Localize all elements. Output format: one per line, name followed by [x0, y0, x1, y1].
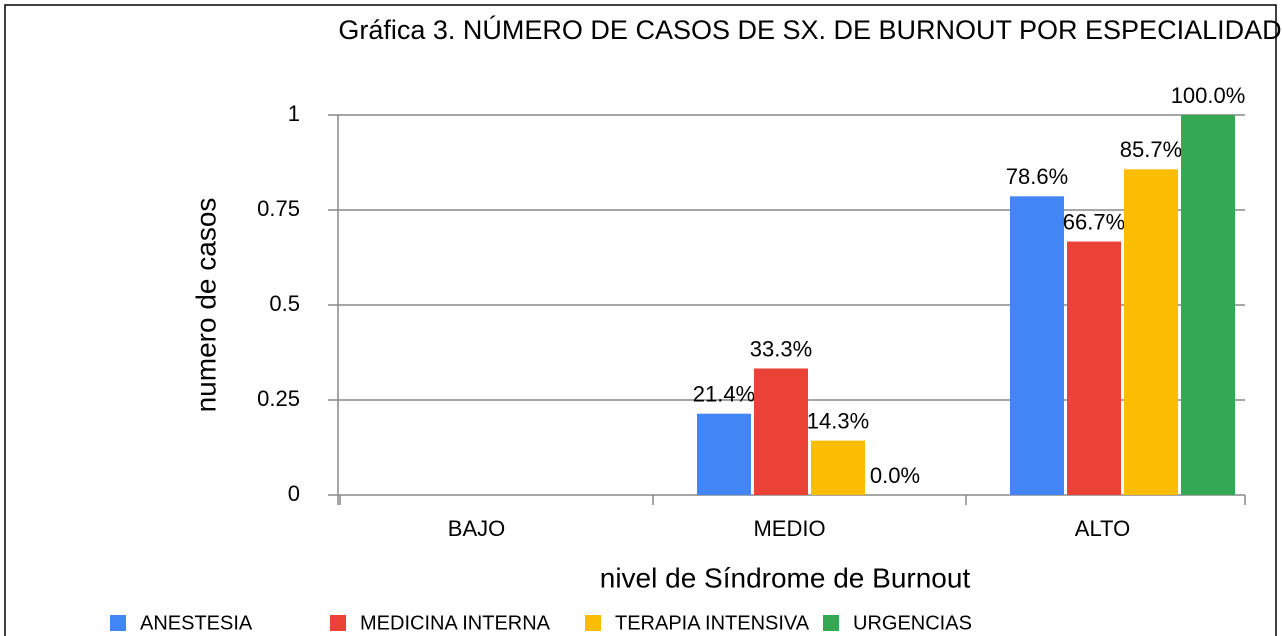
legend-swatch [110, 615, 126, 631]
data-label: 14.3% [807, 408, 869, 433]
data-label: 85.7% [1120, 137, 1182, 162]
bar [1010, 196, 1064, 495]
bar [754, 368, 808, 495]
bar [697, 413, 751, 495]
chart-border [4, 4, 1277, 636]
x-tick-label: BAJO [448, 516, 505, 541]
legend-swatch [585, 615, 601, 631]
data-label: 0.0% [870, 463, 920, 488]
bar [811, 440, 865, 495]
data-label: 33.3% [750, 336, 812, 361]
bar [1067, 241, 1121, 495]
x-axis-label: nivel de Síndrome de Burnout [600, 562, 971, 593]
data-label: 21.4% [693, 381, 755, 406]
y-tick-label: 0.5 [269, 291, 300, 316]
legend-label: URGENCIAS [853, 612, 972, 634]
legend-swatch [823, 615, 839, 631]
bar [1181, 115, 1235, 495]
y-tick-label: 0 [288, 481, 300, 506]
legend-label: ANESTESIA [140, 612, 253, 634]
data-label: 78.6% [1006, 164, 1068, 189]
y-tick-label: 0.25 [257, 386, 300, 411]
data-label: 66.7% [1063, 209, 1125, 234]
bar [1124, 169, 1178, 495]
x-tick-label: ALTO [1075, 516, 1130, 541]
x-tick-label: MEDIO [753, 516, 825, 541]
data-label: 100.0% [1171, 83, 1246, 108]
y-tick-label: 1 [288, 101, 300, 126]
legend-label: MEDICINA INTERNA [360, 612, 551, 634]
chart-title: Gráfica 3. NÚMERO DE CASOS DE SX. DE BUR… [338, 15, 1282, 45]
legend-swatch [330, 615, 346, 631]
y-axis-label: numero de casos [190, 198, 221, 413]
y-tick-label: 0.75 [257, 196, 300, 221]
legend-label: TERAPIA INTENSIVA [615, 612, 810, 634]
